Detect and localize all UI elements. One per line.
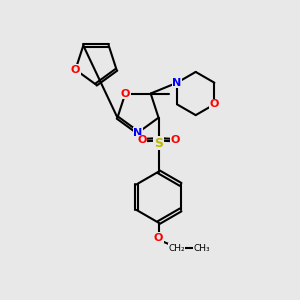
Text: O: O [154,233,163,243]
Text: O: O [71,65,80,75]
Text: O: O [210,99,219,109]
Text: O: O [170,135,180,145]
Text: O: O [121,88,130,98]
Text: CH₃: CH₃ [194,244,210,253]
Text: S: S [154,137,163,150]
Text: N: N [172,78,182,88]
Text: CH₂: CH₂ [168,244,185,253]
Text: O: O [137,135,147,145]
Text: N: N [134,128,142,138]
